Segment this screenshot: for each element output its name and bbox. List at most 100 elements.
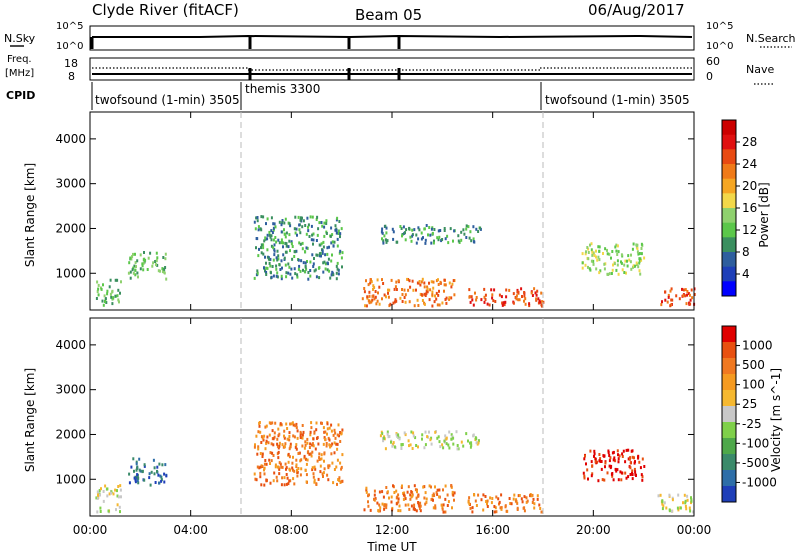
scatter-cell (604, 461, 607, 465)
scatter-cell (475, 441, 478, 445)
scatter-cell (340, 256, 343, 260)
colorbar-swatch (722, 120, 736, 136)
scatter-cell (284, 217, 287, 221)
scatter-cell (365, 279, 367, 283)
scatter-cell (583, 474, 586, 478)
scatter-cell (302, 430, 305, 434)
scatter-cell (335, 442, 338, 446)
scatter-cell (284, 462, 287, 466)
colorbar-tick-label: -500 (742, 456, 769, 470)
scatter-cell (494, 300, 497, 303)
scatter-cell (602, 454, 605, 458)
scatter-cell (474, 291, 476, 295)
scatter-cell (399, 509, 402, 513)
scatter-cell (397, 500, 400, 504)
scatter-cell (138, 468, 141, 472)
scatter-cell (385, 503, 388, 507)
scatter-cell (407, 485, 410, 489)
scatter-cell (426, 287, 429, 291)
scatter-cell (313, 269, 316, 273)
scatter-cell (326, 473, 329, 477)
scatter-cell (537, 301, 540, 305)
scatter-cell (165, 474, 168, 478)
scatter-cell (615, 469, 618, 473)
colorbar-tick-label: 12 (742, 223, 757, 237)
scatter-cell (294, 272, 297, 276)
scatter-cell (608, 459, 611, 463)
scatter-cell (287, 460, 290, 464)
scatter-cell (142, 261, 145, 265)
scatter-cell (383, 293, 386, 297)
scatter-cell (277, 254, 280, 258)
scatter-cell (272, 246, 275, 250)
scatter-cell (308, 235, 311, 238)
scatter-cell (444, 283, 447, 287)
scatter-cell (405, 228, 408, 232)
scatter-cell (474, 499, 477, 503)
freq-tick-high: 18 (64, 57, 78, 70)
scatter-cell (313, 465, 316, 469)
scatter-cell (312, 472, 315, 476)
scatter-cell (253, 276, 256, 280)
scatter-cell (386, 239, 389, 243)
scatter-cell (690, 499, 693, 503)
scatter-cell (450, 437, 453, 441)
scatter-cell (386, 490, 389, 494)
scatter-cell (117, 288, 120, 292)
scatter-cell (378, 503, 381, 507)
scatter-cell (331, 461, 334, 465)
scatter-cell (364, 304, 367, 308)
scatter-cell (318, 458, 321, 461)
scatter-cell (451, 282, 454, 286)
scatter-cell (158, 462, 161, 466)
scatter-cell (500, 506, 503, 510)
scatter-cell (446, 234, 449, 238)
scatter-cell (269, 264, 272, 268)
scatter-cell (409, 443, 412, 447)
scatter-cell (337, 478, 340, 482)
scatter-cell (305, 267, 308, 271)
scatter-cell (270, 234, 273, 238)
scatter-cell (686, 290, 689, 293)
scatter-cell (387, 435, 390, 439)
scatter-cell (335, 465, 338, 469)
scatter-cell (303, 454, 306, 458)
scatter-cell (285, 242, 288, 246)
scatter-cell (540, 291, 543, 295)
scatter-cell (597, 479, 600, 483)
scatter-cell (386, 432, 389, 436)
scatter-cell (257, 254, 260, 258)
scatter-cell (284, 241, 287, 245)
scatter-cell (621, 268, 624, 272)
scatter-cell (146, 268, 149, 271)
scatter-cell (423, 227, 426, 231)
scatter-cell (400, 443, 403, 447)
scatter-cell (109, 292, 112, 296)
scatter-cell (331, 233, 334, 237)
scatter-cell (643, 465, 646, 468)
scatter-cell (281, 476, 284, 480)
scatter-cell (340, 467, 343, 471)
scatter-cell (419, 292, 422, 296)
scatter-cell (420, 237, 423, 241)
scatter-cell (339, 431, 342, 434)
scatter-cell (102, 490, 105, 493)
scatter-cell (467, 225, 470, 229)
scatter-cell (306, 458, 309, 462)
scatter-cell (324, 267, 327, 271)
scatter-cell (310, 426, 313, 430)
scatter-cell (608, 272, 611, 276)
y-tick-label: 3000 (55, 177, 86, 191)
scatter-cell (668, 493, 671, 497)
scatter-cell (587, 247, 590, 251)
scatter-cell (631, 471, 633, 475)
scatter-cell (328, 426, 331, 430)
scatter-cell (321, 472, 324, 476)
scatter-cell (412, 288, 415, 292)
scatter-cell (381, 432, 384, 436)
scatter-cell (278, 441, 281, 445)
scatter-cell (293, 482, 296, 486)
scatter-cell (415, 496, 418, 500)
scatter-cell (435, 291, 438, 295)
scatter-cell (111, 302, 114, 306)
